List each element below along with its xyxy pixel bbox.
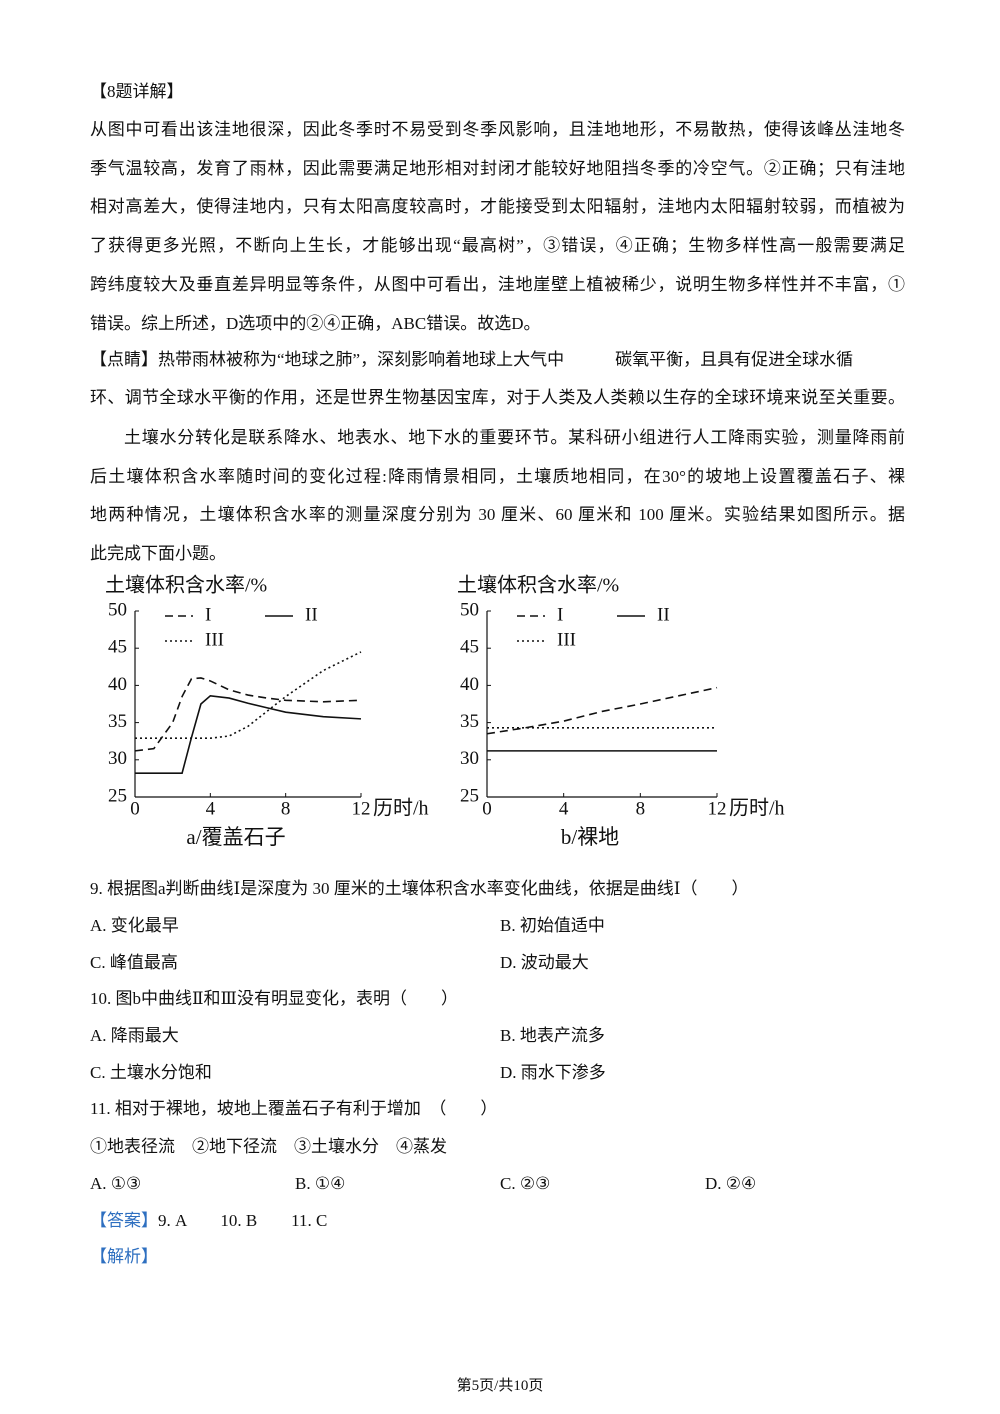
option: A. ①③ bbox=[90, 1174, 142, 1193]
legend-label: II bbox=[657, 604, 670, 625]
paragraph-line: 相对高差大，使得洼地内，只有太阳高度较高时，才能接受到太阳辐射，洼地内太阳辐射较… bbox=[90, 197, 905, 217]
analysis-label: 【解析】 bbox=[90, 1247, 158, 1266]
paragraph-line: 环、调节全球水平衡的作用，还是世界生物基因宝库，对于人类及人类赖以生存的全球环境… bbox=[90, 388, 905, 407]
question-stem: 9. 根据图a判断曲线Ⅰ是深度为 30 厘米的土壤体积含水率变化曲线，依据是曲线… bbox=[90, 879, 749, 898]
y-tick-label: 45 bbox=[460, 637, 479, 658]
paragraph-line: 此完成下面小题。 bbox=[90, 544, 226, 564]
paragraph-line: 跨纬度较大及垂直差异明显等条件，从图中可看出，洼地崖壁上植被稀少，说明生物多样性… bbox=[90, 274, 905, 294]
option: D. 雨水下渗多 bbox=[500, 1063, 606, 1082]
paragraph-line: 季气温较高，发育了雨林，因此需要满足地形相对封闭才能较好地阻挡冬季的冷空气。②正… bbox=[90, 158, 905, 178]
paragraph-line: 后土壤体积含水率随时间的变化过程:降雨情景相同，土壤质地相同，在30°的坡地上设… bbox=[90, 466, 905, 486]
x-tick-label: 4 bbox=[559, 798, 569, 819]
legend-label: I bbox=[205, 604, 211, 625]
y-tick-label: 40 bbox=[108, 674, 127, 695]
chart-caption: b/裸地 bbox=[561, 825, 619, 849]
heading: 【8题详解】 bbox=[90, 82, 184, 101]
chart-caption: a/覆盖石子 bbox=[186, 825, 285, 849]
legend-label: II bbox=[305, 604, 318, 625]
option: A. 降雨最大 bbox=[90, 1026, 179, 1045]
y-tick-label: 35 bbox=[460, 711, 479, 732]
question-items: ①地表径流 ②地下径流 ③土壤水分 ④蒸发 bbox=[90, 1137, 447, 1156]
answer-label: 【答案】 bbox=[90, 1211, 158, 1230]
option: C. 峰值最高 bbox=[90, 953, 178, 972]
answer: 【答案】9. A 10. B 11. C bbox=[90, 1210, 327, 1232]
tip-label: 【点睛】 bbox=[90, 350, 158, 369]
option: B. 地表产流多 bbox=[500, 1026, 605, 1045]
footer: 第5页/共10页 bbox=[456, 1378, 544, 1394]
y-tick-label: 25 bbox=[460, 785, 479, 806]
x-axis-label: 历时/h bbox=[729, 797, 785, 820]
y-tick-label: 30 bbox=[460, 748, 479, 769]
paragraph-line: 土壤水分转化是联系降水、地表水、地下水的重要环节。某科研小组进行人工降雨实验，测… bbox=[124, 428, 905, 447]
tip-line: 热带雨林被称为“地球之肺”，深刻影响着地球上大气中 碳氧平衡，且具有促进全球水循 bbox=[158, 350, 854, 369]
series-line bbox=[135, 694, 362, 774]
y-axis-label: 土壤体积含水率/% bbox=[105, 574, 267, 597]
x-tick-label: 0 bbox=[482, 798, 492, 819]
option: C. 土壤水分饱和 bbox=[90, 1063, 212, 1082]
option: D. ②④ bbox=[705, 1174, 757, 1193]
x-axis-label: 历时/h bbox=[373, 797, 429, 820]
legend-label: III bbox=[557, 629, 576, 650]
x-tick-label: 8 bbox=[636, 798, 646, 819]
y-tick-label: 50 bbox=[108, 599, 127, 620]
x-tick-label: 12 bbox=[708, 798, 727, 819]
option: C. ②③ bbox=[500, 1174, 551, 1193]
answer-text: 9. A 10. B 11. C bbox=[158, 1211, 328, 1230]
series-line bbox=[486, 686, 718, 735]
y-tick-label: 50 bbox=[460, 599, 479, 620]
paragraph-line: 从图中可看出该洼地很深，因此冬季时不易受到冬季风影响，且洼地地形，不易散热，使得… bbox=[90, 120, 905, 139]
x-tick-label: 0 bbox=[130, 798, 140, 819]
y-tick-label: 30 bbox=[108, 748, 127, 769]
legend-label: III bbox=[205, 629, 224, 650]
option: B. 初始值适中 bbox=[500, 916, 605, 935]
series-line bbox=[135, 651, 362, 740]
question-stem: 11. 相对于裸地，坡地上覆盖石子有利于增加 （ ） bbox=[90, 1099, 498, 1118]
x-tick-label: 4 bbox=[206, 798, 216, 819]
paragraph-line: 地两种情况，土壤体积含水率的测量深度分别为 30 厘米、60 厘米和 100 厘… bbox=[90, 505, 905, 525]
y-axis-label: 土壤体积含水率/% bbox=[457, 574, 619, 597]
x-tick-label: 8 bbox=[281, 798, 291, 819]
tip: 【点睛】热带雨林被称为“地球之肺”，深刻影响着地球上大气中 碳氧平衡，且具有促进… bbox=[90, 349, 853, 371]
option: B. ①④ bbox=[295, 1174, 346, 1193]
series-line bbox=[134, 677, 362, 752]
y-tick-label: 40 bbox=[460, 674, 479, 695]
option: D. 波动最大 bbox=[500, 953, 589, 972]
option: A. 变化最早 bbox=[90, 916, 179, 935]
paragraph-line: 错误。综上所述，D选项中的②④正确，ABC错误。故选D。 bbox=[90, 313, 541, 333]
legend-label: I bbox=[557, 604, 563, 625]
y-tick-label: 25 bbox=[108, 785, 127, 806]
y-tick-label: 35 bbox=[108, 711, 127, 732]
question-stem: 10. 图b中曲线Ⅱ和Ⅲ没有明显变化，表明（ ） bbox=[90, 989, 458, 1008]
x-tick-label: 12 bbox=[352, 798, 371, 819]
paragraph-line: 了获得更多光照，不断向上生长，才能够出现“最高树”，③错误，④正确；生物多样性高… bbox=[90, 236, 905, 256]
y-tick-label: 45 bbox=[108, 637, 127, 658]
